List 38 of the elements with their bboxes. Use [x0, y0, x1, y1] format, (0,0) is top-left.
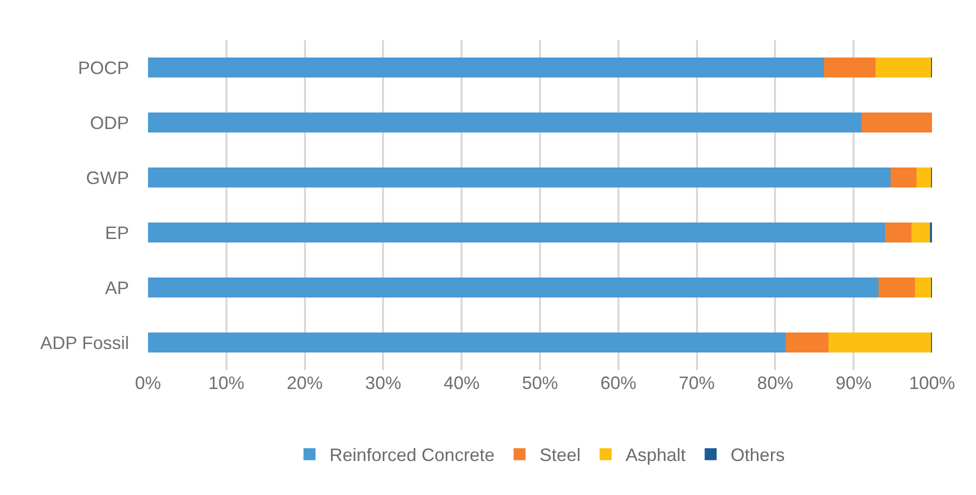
bar — [861, 112, 932, 133]
y-tick-label: ADP Fossil — [40, 332, 129, 353]
bar — [884, 222, 912, 243]
legend-label: Asphalt — [626, 445, 686, 466]
y-tick-label: ODP — [90, 112, 129, 133]
y-tick-label: AP — [104, 278, 129, 298]
legend-label: Others — [730, 445, 785, 466]
legend-label: Steel — [540, 445, 581, 466]
bar — [148, 332, 786, 353]
x-tick-label: 100% — [908, 373, 956, 393]
x-tick-label: 90% — [836, 373, 872, 393]
bar — [916, 167, 932, 188]
x-tick-label: 70% — [678, 373, 715, 393]
x-tick-label: 30% — [365, 373, 402, 393]
bar — [148, 222, 885, 243]
bar — [914, 277, 932, 298]
x-tick-label: 0% — [134, 373, 162, 393]
x-tick-label: 20% — [286, 373, 323, 393]
bar — [148, 167, 890, 188]
bar — [824, 57, 876, 78]
x-tick-label: 10% — [208, 373, 244, 393]
bar — [828, 332, 932, 353]
legend-label: Reinforced Concrete — [330, 445, 495, 466]
bar — [785, 332, 829, 353]
y-tick-label: POCP — [78, 58, 129, 78]
bar — [148, 112, 862, 133]
bar — [148, 277, 879, 298]
bar — [912, 222, 930, 243]
y-tick-label: GWP — [86, 168, 129, 188]
x-tick-label: 50% — [522, 373, 558, 393]
x-tick-label: 80% — [757, 373, 794, 393]
bar — [148, 57, 824, 78]
x-tick-label: 60% — [600, 373, 636, 393]
bar — [878, 277, 915, 298]
x-tick-label: 40% — [444, 373, 480, 393]
y-tick-label: EP — [104, 222, 129, 243]
bar — [876, 57, 932, 78]
bar — [890, 167, 916, 188]
